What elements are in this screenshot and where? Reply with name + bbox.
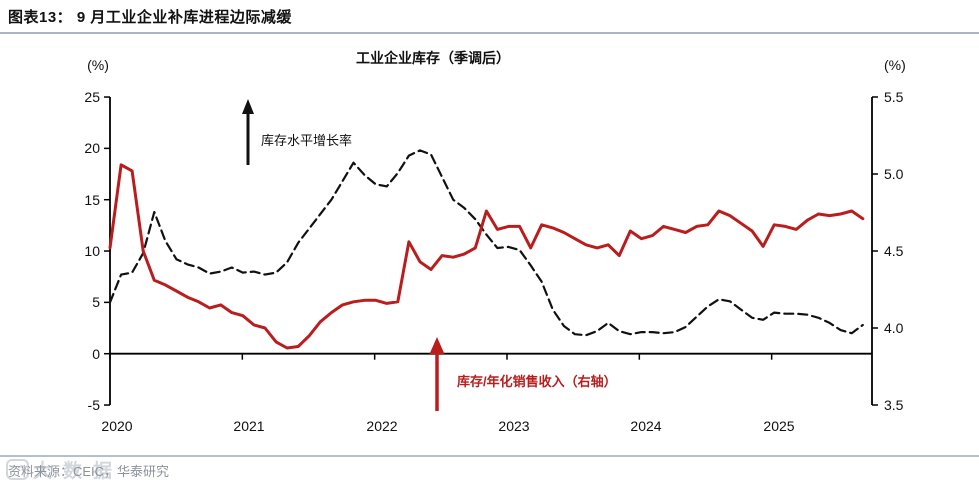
left-axis-tick: 10 (84, 243, 100, 259)
watermark: 大数据 (6, 456, 123, 483)
left-axis-unit: (%) (87, 57, 109, 73)
right-axis-tick: 4.5 (884, 243, 904, 259)
x-axis-year-label: 2024 (630, 418, 662, 434)
right-axis-tick: 5.5 (884, 89, 904, 105)
left-axis-tick: 5 (92, 294, 100, 310)
watermark-text: 大数据 (33, 461, 124, 482)
right-axis-tick: 4.0 (884, 320, 904, 336)
right-axis-tick: 3.5 (884, 397, 904, 413)
right-axis-tick: 5.0 (884, 166, 904, 182)
left-axis-tick: -5 (87, 397, 100, 413)
figure-title: 图表13： 9 月工业企业补库进程边际减缓 (8, 9, 292, 26)
left-axis-tick: 25 (84, 89, 100, 105)
x-axis-year-label: 2020 (101, 418, 133, 434)
chart-title: 工业企业库存（季调后） (356, 50, 510, 66)
black-series-annotation-label: 库存水平增长率 (261, 133, 353, 148)
left-axis-tick: 0 (92, 346, 100, 362)
watermark-logo-icon (6, 459, 29, 480)
x-axis-year-label: 2023 (498, 418, 530, 434)
x-axis-year-label: 2022 (366, 418, 398, 434)
footer-divider (0, 455, 979, 457)
left-axis-tick: 20 (84, 140, 100, 156)
right-axis-unit: (%) (884, 57, 906, 73)
red-series-annotation-label: 库存/年化销售收入（右轴） (457, 374, 617, 389)
source-note: 资料来源：CEIC，华泰研究 (8, 464, 170, 479)
left-axis-tick: 15 (84, 192, 100, 208)
x-axis-year-label: 2025 (763, 418, 795, 434)
header-divider (0, 32, 979, 34)
x-axis-year-label: 2021 (233, 418, 265, 434)
